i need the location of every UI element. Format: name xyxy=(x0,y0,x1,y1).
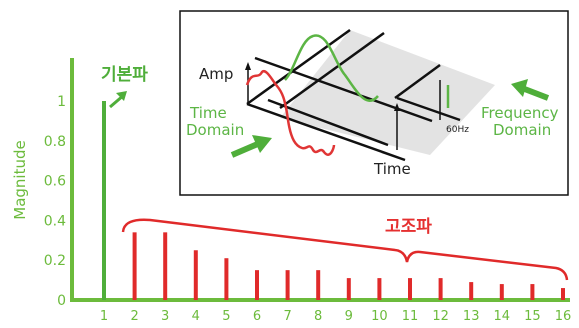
x-tick-labels: 1 2 3 4 5 6 7 8 9 10 11 12 13 14 15 16 xyxy=(100,309,571,324)
inset-diagram: Amp Time Time Domain Frequency Domain 60… xyxy=(179,10,569,196)
harmonic-bar xyxy=(285,270,290,300)
harmonic-bar xyxy=(316,270,321,300)
time-label: Time xyxy=(373,160,411,178)
fundamental-bar xyxy=(102,101,106,300)
frequency-domain-arrow-icon xyxy=(511,79,550,101)
x-tick-label: 5 xyxy=(222,309,230,324)
x-tick-label: 13 xyxy=(463,309,480,324)
time-domain-label-line1: Time xyxy=(189,104,227,122)
harmonic-bar xyxy=(132,232,137,300)
x-tick-label: 10 xyxy=(371,309,388,324)
y-tick-label: 0 xyxy=(57,293,66,309)
x-tick-label: 15 xyxy=(524,309,541,324)
y-tick-label: 0.4 xyxy=(44,213,66,229)
x-tick-label: 7 xyxy=(283,309,291,324)
harmonic-bar xyxy=(163,232,168,300)
harmonic-bar xyxy=(408,278,412,300)
harmonic-bar xyxy=(224,258,229,300)
harmonic-bar xyxy=(469,282,474,300)
fundamental-arrow-icon xyxy=(109,91,127,109)
harmonic-bar xyxy=(377,278,382,300)
y-tick-label: 1 xyxy=(57,94,66,110)
harmonic-bar xyxy=(255,270,259,300)
red-time-wave xyxy=(245,69,336,156)
x-tick-label: 8 xyxy=(314,309,322,324)
amp-label: Amp xyxy=(199,65,233,83)
x-tick-label: 9 xyxy=(345,309,353,324)
time-domain-arrow-icon xyxy=(230,135,272,158)
time-arrow-icon xyxy=(394,103,400,111)
x-tick-label: 6 xyxy=(253,309,261,324)
harmonics-brace xyxy=(121,218,569,281)
y-tick-label: 0.8 xyxy=(44,134,66,150)
harmonics-label: 고조파 xyxy=(385,217,432,237)
green-sine-wave xyxy=(284,34,379,102)
bars xyxy=(102,101,565,300)
x-tick-label: 3 xyxy=(161,309,169,324)
harmonic-bar xyxy=(499,284,504,300)
y-tick-labels: 0 0.2 0.4 0.6 0.8 1 xyxy=(44,94,66,309)
x-tick-label: 16 xyxy=(555,309,572,324)
harmonic-bar xyxy=(561,288,565,300)
harmonic-bar xyxy=(193,250,198,300)
harmonic-bar xyxy=(530,284,535,300)
frequency-value-label: 60Hz xyxy=(446,125,469,135)
amp-arrow-icon xyxy=(245,62,251,70)
x-tick-label: 4 xyxy=(192,309,200,324)
frequency-domain-label-line1: Frequency xyxy=(481,104,559,122)
time-domain-label-line2: Domain xyxy=(186,121,244,139)
y-tick-label: 0.6 xyxy=(44,174,66,190)
harmonic-bar xyxy=(438,278,443,300)
x-tick-label: 1 xyxy=(100,309,108,324)
y-axis-label: Magnitude xyxy=(11,140,29,219)
fundamental-label: 기본파 xyxy=(101,65,148,85)
x-tick-label: 11 xyxy=(402,309,419,324)
harmonic-bar xyxy=(346,278,351,300)
frequency-domain-label-line2: Domain xyxy=(493,121,551,139)
y-tick-label: 0.2 xyxy=(44,253,66,269)
x-tick-label: 2 xyxy=(130,309,138,324)
x-tick-label: 12 xyxy=(432,309,449,324)
x-tick-label: 14 xyxy=(494,309,511,324)
